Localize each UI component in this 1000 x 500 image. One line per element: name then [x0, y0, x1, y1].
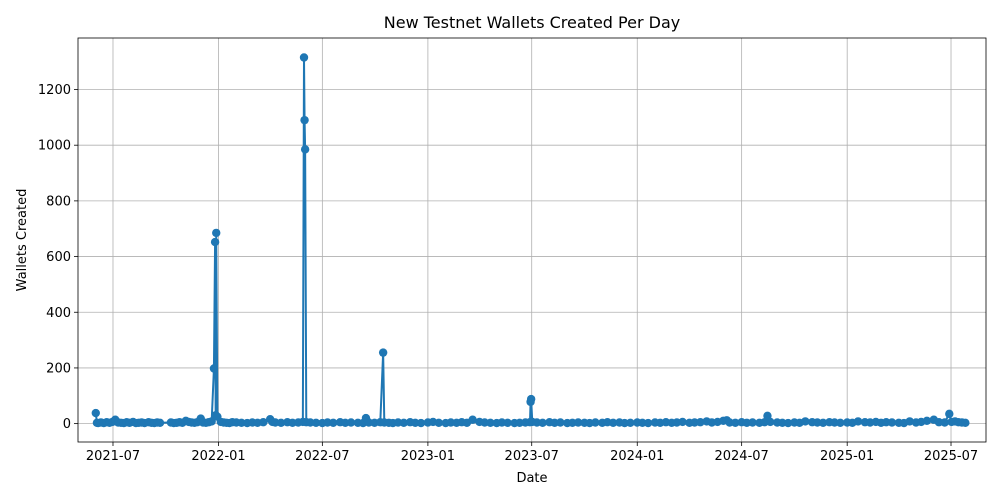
data-point — [748, 418, 757, 427]
series-wallets-created — [91, 53, 970, 428]
x-tick-label: 2021-07 — [86, 449, 140, 464]
data-point — [538, 418, 547, 427]
data-point — [91, 408, 100, 418]
data-point — [591, 418, 600, 427]
y-tick-label: 200 — [46, 361, 71, 376]
x-axis-label: Date — [516, 471, 547, 486]
data-point — [399, 418, 408, 427]
data-point — [468, 415, 477, 424]
y-tick-label: 0 — [63, 417, 71, 432]
x-tick-label: 2025-07 — [924, 449, 978, 464]
x-tick-label: 2022-01 — [191, 449, 245, 464]
data-point — [643, 418, 653, 428]
data-point — [209, 364, 219, 373]
x-tick-label: 2024-01 — [610, 449, 664, 464]
data-point — [961, 418, 970, 427]
x-tick-label: 2023-07 — [505, 449, 559, 464]
data-point — [940, 418, 949, 427]
data-point — [556, 418, 565, 427]
y-tick-label: 400 — [46, 306, 71, 321]
data-point — [853, 417, 863, 426]
data-point — [378, 348, 388, 357]
data-point — [210, 237, 220, 247]
data-point — [905, 417, 914, 426]
data-point — [299, 53, 309, 62]
data-point — [155, 418, 165, 427]
y-tick-label: 1200 — [38, 83, 71, 98]
y-tick-label: 1000 — [38, 139, 71, 154]
data-point — [922, 416, 932, 426]
data-point — [887, 418, 897, 427]
data-point — [346, 418, 356, 427]
data-point — [311, 418, 321, 427]
data-point — [434, 418, 443, 427]
data-point — [818, 418, 828, 427]
data-point — [626, 418, 635, 427]
x-tick-label: 2024-07 — [714, 449, 768, 464]
data-point — [836, 418, 845, 427]
data-point — [329, 418, 338, 427]
x-tick-label: 2023-01 — [401, 449, 455, 464]
data-point — [259, 418, 268, 427]
data-point — [526, 394, 536, 404]
data-point — [766, 417, 775, 427]
data-point — [276, 418, 286, 427]
data-point — [608, 418, 618, 427]
data-point — [300, 115, 309, 125]
y-axis-label: Wallets Created — [15, 189, 30, 292]
x-tick-label: 2022-07 — [295, 449, 349, 464]
data-point — [783, 418, 793, 428]
axis-ticks: 2021-07 2022-01 2022-07 2023-01 2023-07 2024-… — [38, 83, 978, 464]
data-point — [678, 417, 687, 427]
y-tick-label: 600 — [46, 250, 71, 265]
data-point — [731, 418, 740, 427]
data-point — [300, 145, 310, 154]
data-point — [486, 418, 495, 427]
y-tick-label: 800 — [46, 194, 71, 209]
x-tick-label: 2025-01 — [820, 449, 874, 464]
data-point — [503, 418, 512, 427]
data-point — [801, 417, 810, 426]
data-point — [207, 417, 216, 426]
chart-title: New Testnet Wallets Created Per Day — [384, 13, 680, 32]
data-point — [416, 418, 426, 428]
data-point — [696, 418, 705, 427]
data-point — [945, 409, 954, 419]
data-point — [573, 418, 583, 427]
data-point — [212, 228, 221, 238]
